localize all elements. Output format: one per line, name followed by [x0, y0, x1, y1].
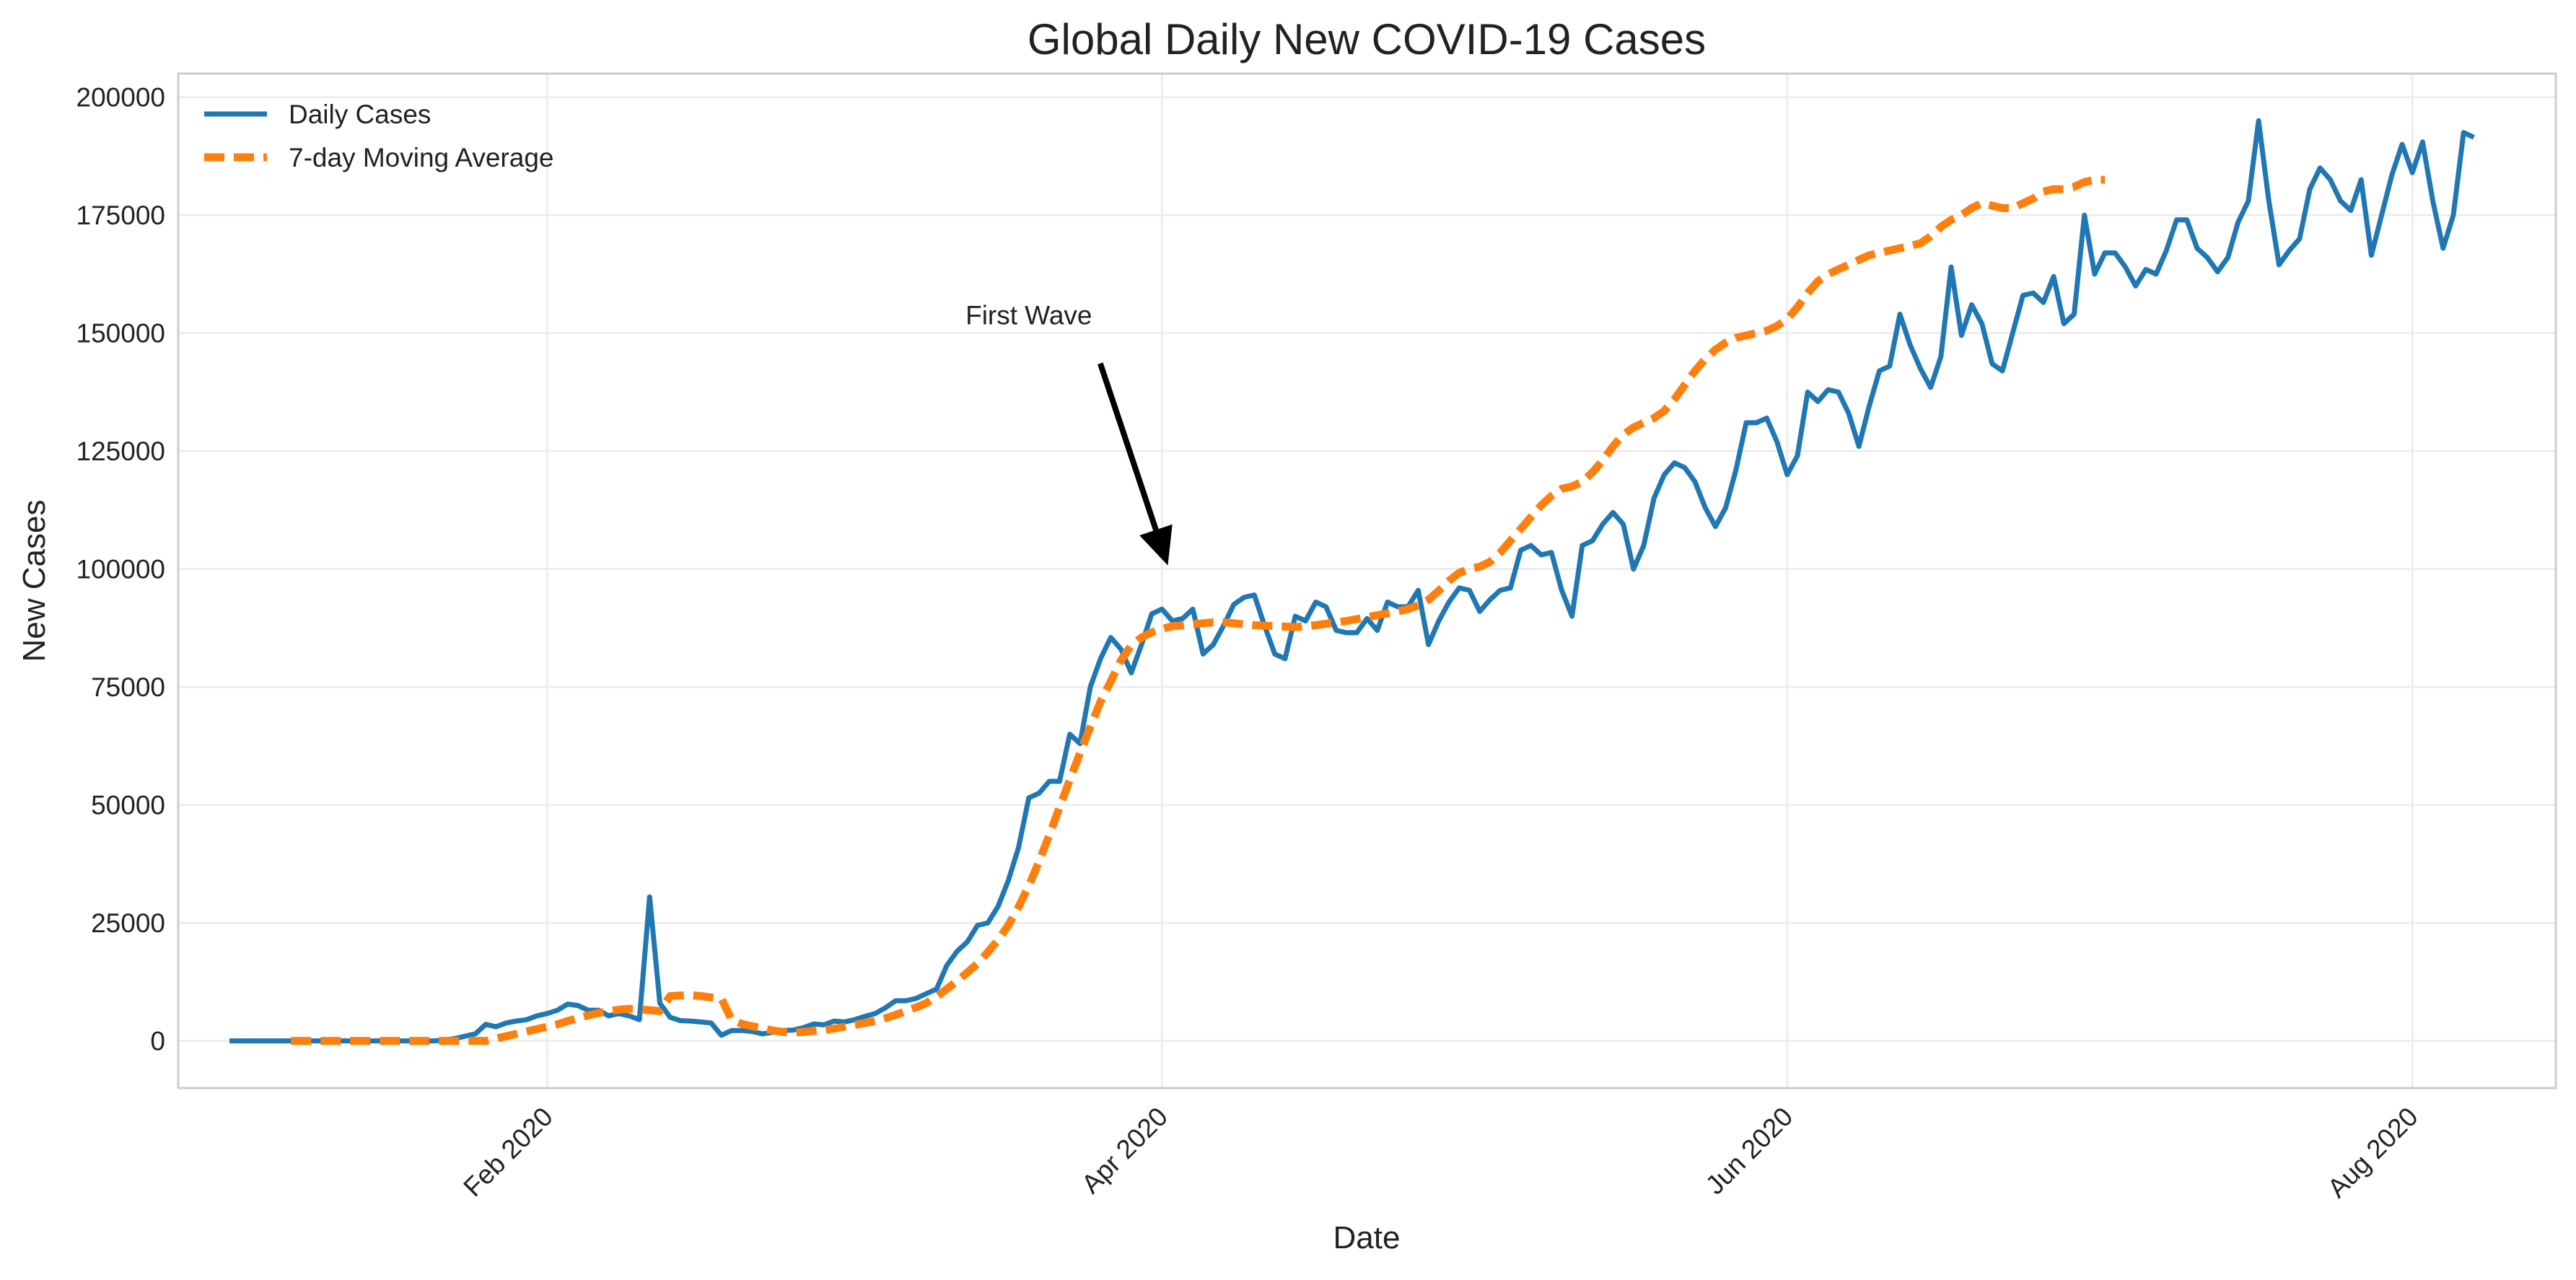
- y-tick-label: 100000: [76, 555, 165, 584]
- annotation-arrow-shaft: [1098, 362, 1159, 531]
- legend-label-moving-average: 7-day Moving Average: [289, 143, 554, 172]
- grid-lines: [178, 74, 2556, 1088]
- y-tick-label: 0: [150, 1027, 165, 1056]
- legend-label-daily-cases: Daily Cases: [289, 100, 431, 129]
- y-tick-label: 175000: [76, 201, 165, 230]
- x-axis-label: Date: [1333, 1220, 1401, 1255]
- y-tick-label: 50000: [91, 791, 165, 820]
- annotation: First Wave: [965, 301, 1173, 566]
- y-tick-label: 125000: [76, 437, 165, 466]
- y-axis-ticks: 0 25000 50000 75000 100000 125000 150000 175000…: [76, 83, 165, 1056]
- annotation-arrow-head: [1139, 524, 1173, 566]
- y-axis-label: New Cases: [17, 500, 52, 662]
- y-tick-label: 200000: [76, 83, 165, 113]
- plot-frame: [177, 72, 2557, 1090]
- y-tick-label: 75000: [91, 672, 165, 702]
- y-tick-label: 25000: [91, 908, 165, 938]
- series-layer: [229, 118, 2475, 1046]
- y-tick-label: 150000: [76, 319, 165, 349]
- chart-title: Global Daily New COVID-19 Cases: [1028, 15, 1706, 63]
- legend: Daily Cases 7-day Moving Average: [204, 100, 554, 172]
- annotation-label: First Wave: [965, 301, 1092, 330]
- series-line-moving-average: [291, 175, 2106, 1046]
